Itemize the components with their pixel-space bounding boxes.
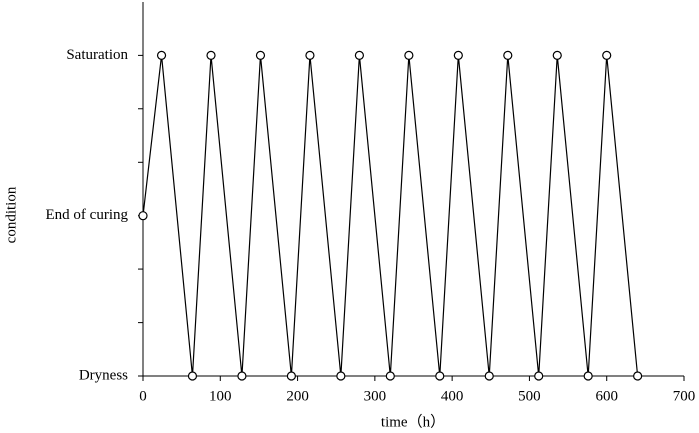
x-tick-label: 0 [139, 388, 147, 404]
data-point [552, 50, 562, 60]
data-point [237, 371, 247, 381]
data-point [435, 371, 445, 381]
data-point [354, 50, 364, 60]
data-point [206, 50, 216, 60]
data-point [583, 371, 593, 381]
x-tick-label: 400 [441, 388, 464, 404]
data-point [404, 50, 414, 60]
x-axis-title: time（h） [381, 413, 445, 430]
y-tick-label: End of curing [46, 207, 129, 223]
data-point [484, 371, 494, 381]
data-point [385, 371, 395, 381]
y-axis-title: condition [3, 186, 19, 243]
data-point [305, 50, 315, 60]
y-tick-label: Saturation [66, 47, 128, 63]
data-point [534, 371, 544, 381]
data-point [255, 50, 266, 60]
x-tick-label: 600 [595, 388, 618, 404]
x-tick-label: 200 [286, 388, 309, 404]
data-point [336, 371, 346, 381]
x-tick-label: 500 [518, 388, 541, 404]
data-point [453, 50, 463, 60]
data-point [503, 50, 513, 60]
y-tick-label: Dryness [79, 367, 128, 383]
data-point [286, 371, 296, 381]
data-point [602, 50, 612, 60]
x-tick-label: 700 [673, 388, 696, 404]
x-tick-label: 100 [209, 388, 232, 404]
data-point [138, 211, 148, 221]
data-point [156, 50, 167, 60]
data-point [187, 371, 198, 381]
data-point [633, 371, 643, 381]
series-line [142, 55, 639, 377]
x-tick-label: 300 [364, 388, 387, 404]
